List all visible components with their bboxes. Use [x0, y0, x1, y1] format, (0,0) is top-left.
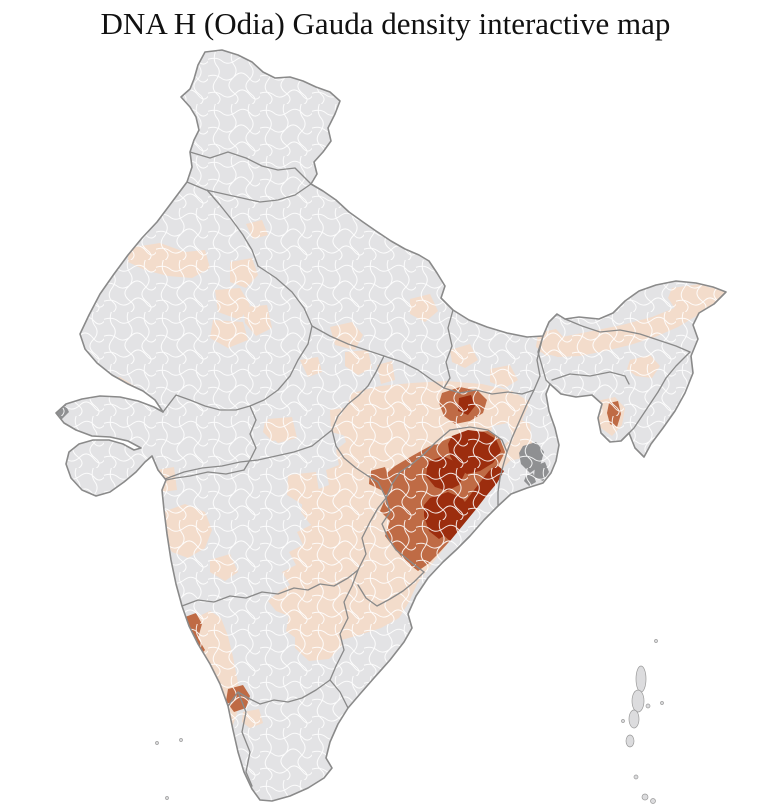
nicobar-island[interactable]: [641, 793, 649, 801]
nicobar-island[interactable]: [650, 798, 656, 804]
state-border-line: [449, 426, 508, 453]
state-border-line: [381, 429, 451, 573]
state-border-line: [564, 318, 691, 353]
state-border-line: [181, 569, 359, 607]
state-border-line: [237, 691, 253, 787]
state-border-line: [186, 181, 312, 203]
andaman-island[interactable]: [628, 709, 640, 729]
andaman-island[interactable]: [635, 665, 647, 693]
state-border-line: [165, 469, 245, 481]
andaman-island[interactable]: [633, 774, 639, 780]
lakshadweep-island[interactable]: [165, 796, 169, 800]
state-border-line: [357, 497, 387, 571]
state-border-line: [533, 335, 544, 391]
andaman-island[interactable]: [654, 639, 658, 643]
state-border-line: [243, 405, 257, 471]
island-districts[interactable]: [155, 639, 664, 804]
andaman-island[interactable]: [625, 734, 635, 748]
state-border-line: [162, 265, 313, 413]
india-national-border: [55, 49, 727, 802]
state-border-line: [357, 571, 425, 607]
andaman-island[interactable]: [631, 689, 645, 713]
state-border-line: [189, 151, 312, 185]
andaman-island[interactable]: [645, 703, 651, 709]
andaman-island[interactable]: [660, 701, 664, 705]
state-border-line: [329, 569, 359, 681]
state-border-line: [628, 351, 691, 434]
state-border-line: [227, 679, 331, 707]
state-border-line: [329, 679, 349, 709]
andaman-island[interactable]: [621, 719, 625, 723]
state-border-line: [443, 309, 454, 389]
state-border-line: [551, 371, 630, 385]
page-title: DNA H (Odia) Gauda density interactive m…: [100, 6, 671, 41]
state-boundaries: [162, 151, 691, 787]
lakshadweep-island[interactable]: [179, 738, 183, 742]
state-border-line: [443, 387, 535, 395]
lakshadweep-island[interactable]: [155, 741, 159, 745]
state-border-line: [206, 189, 259, 267]
